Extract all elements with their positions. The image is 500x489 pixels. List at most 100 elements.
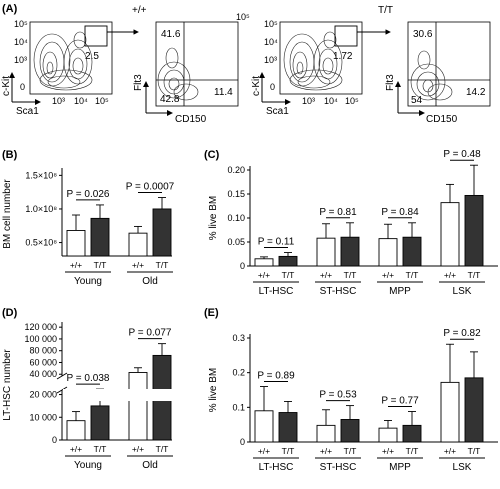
contour-cloud [283, 31, 343, 91]
tick: 10³ [14, 55, 27, 65]
tick: 10⁵ [95, 96, 109, 106]
y-tick-label: 120 000 [24, 322, 57, 332]
x-tick-label: +/+ [444, 270, 456, 280]
tick: 10³ [52, 96, 65, 106]
y-tick-label: 0.5×10⁸ [25, 238, 57, 248]
group-label: LT-HSC [259, 462, 294, 473]
quadrant-value: 30.6 [413, 29, 433, 40]
y-tick-label: 80 000 [29, 346, 57, 356]
bar [66, 230, 86, 257]
y-axis-label: % live BM [208, 368, 219, 412]
p-value-annotation: P = 0.077 [129, 328, 172, 339]
bar [440, 381, 460, 443]
lsk-gate [84, 25, 108, 47]
y-tick-label: 1.0×10⁸ [25, 204, 57, 214]
bar [278, 255, 298, 267]
bar [90, 405, 110, 441]
y-tick-label: 1.5×10⁸ [25, 170, 57, 180]
p-value-annotation: P = 0.53 [319, 390, 357, 401]
x-tick-label: T/T [94, 444, 107, 454]
group-label: Young [74, 276, 102, 287]
y-axis-label: % live BM [208, 196, 219, 240]
bar [464, 377, 484, 443]
tick: 10⁴ [14, 37, 28, 47]
lsk-gate [334, 25, 358, 47]
quadrant-value: 42.8 [160, 94, 180, 105]
tick: 10⁵ [14, 19, 28, 29]
x-tick-label: +/+ [258, 270, 270, 280]
bar [378, 238, 398, 267]
group-label: MPP [389, 286, 411, 297]
x-tick-label: T/T [406, 270, 419, 280]
flow-plot-wt-lsk: 2.5 10⁵ 10⁴ 10³ 0 10³ 10⁴ 10⁵ c-Kit Sca1 [1, 19, 113, 117]
gate-value: 2.5 [85, 51, 99, 62]
bar [378, 427, 398, 443]
bar [464, 194, 484, 267]
tick: 10⁵ [264, 19, 278, 29]
group-label: ST-HSC [320, 286, 357, 297]
p-value-annotation: P = 0.038 [67, 373, 110, 384]
y-axis-label: Flt3 [385, 74, 396, 91]
y-tick-label: 60 000 [29, 357, 57, 367]
x-tick-label: +/+ [132, 444, 144, 454]
chart-b-bm-cell-number: (B) 0.5×10⁸ 1.0×10⁸ 1.5×10⁸ BM cell number +/… [2, 149, 175, 287]
panel-letter: (E) [204, 307, 219, 319]
x-tick-label: T/T [406, 446, 419, 456]
y-tick-label: 0.15 [227, 189, 245, 199]
quadrant-value: 41.6 [161, 29, 181, 40]
tick: 10³ [302, 96, 315, 106]
flow-plot-tt-lsk: 1.72 10⁵ 10⁴ 10³ 0 10³ 10⁴ 10⁵ c-Kit Sca… [251, 19, 363, 117]
bar [440, 202, 460, 267]
p-value-annotation: P = 0.89 [257, 371, 295, 382]
x-tick-label: +/+ [320, 270, 332, 280]
chart-c-live-bm-young: (C) 0 0.05 0.10 0.15 0.20 % live BM +/+ T/T +/+ T/… [204, 149, 498, 297]
x-axis-label: Sca1 [16, 106, 39, 117]
group-label: Old [142, 276, 158, 287]
tick: 10⁵ [236, 12, 250, 22]
quadrant-value: 11.4 [214, 87, 233, 98]
group-label: LSK [453, 462, 472, 473]
group-label: Old [142, 460, 158, 471]
p-value-annotation: P = 0.82 [443, 328, 481, 339]
x-tick-label: T/T [468, 446, 481, 456]
y-axis-label: c-Kit [1, 76, 12, 96]
contour-cloud [157, 47, 199, 101]
y-tick-label: 100 000 [24, 334, 57, 344]
bar [340, 236, 360, 267]
x-tick-label: +/+ [132, 260, 144, 270]
panel-letter: (D) [2, 307, 18, 319]
group-label: MPP [389, 462, 411, 473]
x-tick-label: +/+ [320, 446, 332, 456]
y-tick-label: 40 000 [29, 369, 57, 379]
bar [90, 217, 110, 257]
p-value-annotation: P = 0.48 [443, 149, 481, 160]
y-tick-label: 0 [240, 261, 245, 271]
flow-plot-tt-flt3-cd150: 30.6 54 14.2 Flt3 CD150 [385, 21, 491, 125]
y-tick-label: 0.10 [227, 213, 245, 223]
x-tick-label: +/+ [382, 446, 394, 456]
axis-break-mark [56, 386, 68, 394]
bar [316, 424, 336, 443]
tick: 10⁴ [324, 96, 338, 106]
flow-plot-wt-flt3-cd150: 41.6 42.8 11.4 Flt3 CD150 10⁵ [133, 12, 250, 125]
tick: 10⁴ [74, 96, 88, 106]
x-tick-label: +/+ [70, 260, 82, 270]
bar [316, 237, 336, 267]
p-value-annotation: P = 0.11 [258, 237, 295, 248]
x-tick-label: T/T [282, 446, 295, 456]
bar [254, 258, 274, 267]
tick: 10⁵ [345, 96, 359, 106]
chart-e-live-bm-old: (E) 0 0.1 0.2 0.3 % live BM +/+ T/T +/+ T/T +/+ T/T… [204, 307, 498, 473]
axis-break-gap [63, 389, 173, 401]
panel-letter: (C) [204, 149, 220, 161]
p-value-annotation: P = 0.0007 [126, 182, 175, 193]
axis-break-mark [56, 372, 68, 380]
group-label: LT-HSC [259, 286, 294, 297]
y-axis-label: BM cell number [2, 179, 13, 249]
x-tick-label: T/T [468, 270, 481, 280]
y-tick-label: 0.3 [232, 333, 245, 343]
y-tick-label: 0 [240, 437, 245, 447]
y-tick-label: 0.05 [227, 237, 245, 247]
